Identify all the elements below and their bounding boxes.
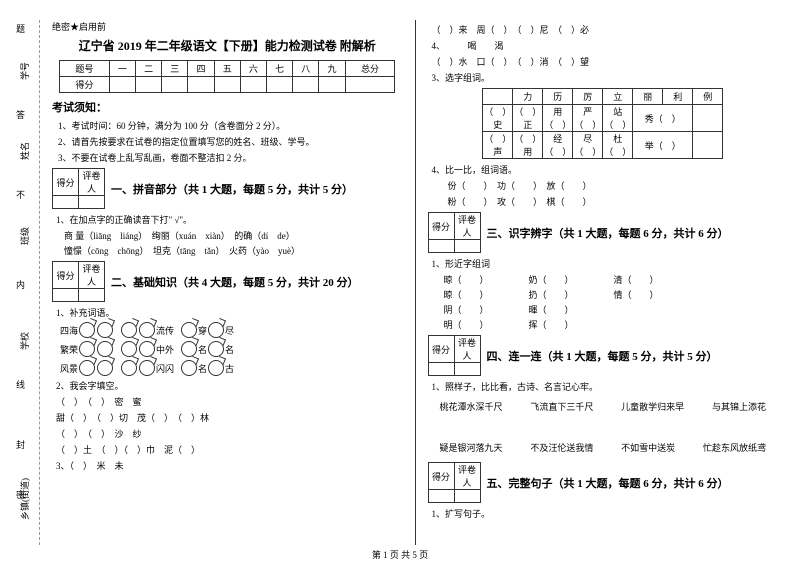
margin-c3: 内 [14,280,27,289]
r2: 4、 喝 渴 [432,39,779,52]
connect-top[interactable]: 桃花潭水深千尺 飞流直下三千尺 儿童散学归来早 与其锦上添花 [432,396,775,417]
s2l2: 甜（ ） （ ）切 茂（ ） （ ）林 [56,411,403,424]
s1b: 憧憬（cōng chōng） 坦克（tāng tǎn） 火药（yào yuè） [64,244,403,257]
score-row-label: 得分 [60,77,110,93]
hdr: 五 [214,61,240,77]
grade-box3: 得分评卷人 [428,212,481,253]
margin-c5: 封 [14,440,27,449]
sec1-title: 一、拼音部分（共 1 大题，每题 5 分，共计 5 分） [111,181,353,197]
grade-box5: 得分评卷人 [428,462,481,503]
hdr: 一 [109,61,135,77]
hdr: 九 [319,61,345,77]
margin-class: 班级 [18,227,31,245]
sec5-title: 五、完整句子（共 1 大题，每题 6 分，共计 6 分） [487,475,729,491]
margin-c6: 密 [14,490,27,499]
notice2: 2、请首先按要求在试卷的指定位置填写您的姓名、班级、学号。 [52,135,403,148]
connect-bot[interactable]: 疑是银河落九天 不及汪伦送我情 不如雪中送炭 忙趁东风放纸鸢 [432,437,775,458]
margin-top: 题 [14,24,27,33]
score-table: 题号 一 二 三 四 五 六 七 八 九 总分 得分 [59,60,395,93]
r3: （ ）水 口（ ） （ ）消 （ ）望 [432,55,779,68]
s2q4: 4、比一比，组词语。 [432,163,779,176]
hdr: 三 [162,61,188,77]
char-table: 力 历 厉 立 丽 利 例 （ ）史 （ ）正 用（ ） 严（ ） 站（ ） 秀… [482,88,723,159]
hdr: 六 [240,61,266,77]
hdr: 总分 [345,61,395,77]
sec4-title: 四、连一连（共 1 大题，每题 5 分，共计 5 分） [487,348,718,364]
hdr: 七 [267,61,293,77]
margin-town: 乡镇(街道) [18,478,31,520]
hdr: 四 [188,61,214,77]
grade-box4: 得分评卷人 [428,335,481,376]
secret-label: 绝密★启用前 [52,20,403,33]
s3q: 1、形近字组词 [432,257,779,270]
s2l3: （ ） （ ） 沙 纱 [56,427,403,440]
exam-title: 辽宁省 2019 年二年级语文【下册】能力检测试卷 附解析 [52,37,403,54]
s2q4b: 粉（ ） 攻（ ） 棋（ ） [432,195,779,208]
s2l1: （ ） （ ） 密 蜜 [56,395,403,408]
s5q: 1、扩写句子。 [432,507,779,520]
margin-school: 学校 [18,332,31,350]
grade-box2: 得分评卷人 [52,261,105,302]
s2q3: 3、选字组词。 [432,71,779,84]
hdr: 八 [293,61,319,77]
sec2-title: 二、基础知识（共 4 大题，每题 5 分，共计 20 分） [111,274,359,290]
margin-name: 姓名 [18,142,31,160]
page-footer: 第 1 页 共 5 页 [0,548,800,561]
s2l5: 3、（ ） 米 未 [56,459,403,472]
r1: （ ）来 周（ ） （ ）尼 （ ）必 [432,23,779,36]
margin-xuehao: 学号 [18,62,31,80]
margin-c4: 线 [14,380,27,389]
notice1: 1、考试时间：60 分钟，满分为 100 分（含卷面分 2 分）。 [52,119,403,132]
s1a: 商 量（liāng liáng） 绚丽（xuán xiàn） 的确（dí de） [64,229,403,242]
margin-c1: 答 [14,110,27,119]
s2l4: （ ）土 （ ）（ ）巾 泥（ ） [56,443,403,456]
notice-title: 考试须知： [52,99,403,115]
notice3: 3、不要在试卷上乱写乱画，卷面不整洁扣 2 分。 [52,151,403,164]
s1q: 1、在加点字的正确读音下打" √"。 [56,213,403,226]
hdr: 二 [135,61,161,77]
margin-c2: 不 [14,190,27,199]
sec3-title: 三、识字辨字（共 1 大题，每题 6 分，共计 6 分） [487,225,729,241]
s2q2: 2、我会字填空。 [56,379,403,392]
s4q: 1、照样子，比比看，古诗、名言记心牢。 [432,380,779,393]
hdr: 题号 [60,61,110,77]
grade-box: 得分评卷人 [52,168,105,209]
s2q4a: 份（ ） 功（ ） 放（ ） [432,179,779,192]
